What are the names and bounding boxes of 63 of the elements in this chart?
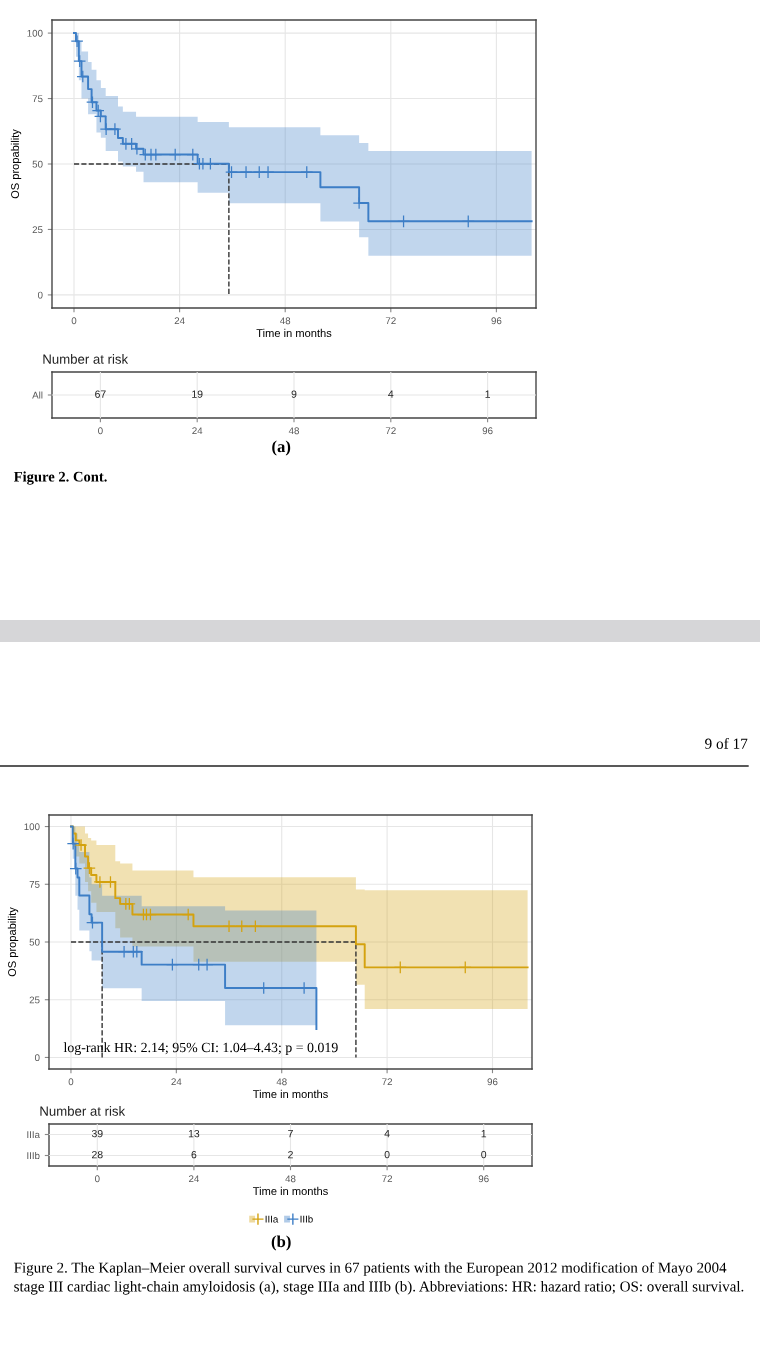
data-label: 67 — [95, 390, 106, 398]
x-tick-label: 96 — [482, 427, 493, 435]
data-label: 19 — [192, 390, 203, 398]
y-tick-label: IIIa — [27, 1131, 40, 1139]
caption: Figure 2. Cont. — [13, 471, 107, 485]
x-tick-label: 48 — [276, 1078, 287, 1086]
x-tick-label: 48 — [285, 1175, 296, 1183]
data-label: 28 — [92, 1150, 103, 1159]
annotation: log-rank HR: 2.14; 95% CI: 1.04–4.43; p = 0.019 — [63, 1042, 338, 1055]
y-tick-label: 75 — [32, 95, 43, 103]
data-label: 7 — [288, 1130, 293, 1138]
legend-label: IIIb — [300, 1215, 313, 1223]
x-tick-label: 0 — [94, 1175, 100, 1183]
y-tick-label: 75 — [29, 881, 40, 888]
data-label: 6 — [191, 1150, 197, 1159]
x-tick-label: 48 — [280, 317, 291, 325]
data-label: 2 — [288, 1150, 293, 1159]
y-tick-label: 0 — [34, 1054, 40, 1062]
x-tick-label: 24 — [174, 317, 185, 325]
x-tick-label: 72 — [382, 1175, 393, 1183]
x-tick-label: 72 — [382, 1078, 393, 1086]
y-tick-label: All — [32, 391, 43, 399]
y-tick-label: IIIb — [27, 1151, 40, 1160]
legend-label: IIIa — [265, 1215, 279, 1223]
y-tick-label: 0 — [37, 291, 43, 299]
x-axis-title: Time in months — [252, 1186, 328, 1196]
data-label: 1 — [485, 390, 490, 398]
data-label: 39 — [91, 1129, 103, 1138]
x-tick-label: 48 — [288, 427, 299, 435]
y-tick-label: 100 — [27, 29, 43, 37]
x-tick-label: 0 — [71, 317, 77, 325]
x-tick-label: 72 — [385, 317, 396, 325]
caption: Figure 2. The Kaplan–Meier overall survival curves in 67 patients with the European 2012 modification of Mayo 2004 stage III cardiac light-chain amyloidosis (a), stage IIIa and IIIb (b). Abbreviations: HR: hazard ratio; OS: overall survival. — [14, 1262, 744, 1295]
data-label: 9 — [291, 390, 297, 398]
y-axis-title: OS propability — [10, 129, 22, 199]
data-label: 4 — [388, 390, 394, 398]
chart-title: Number at risk — [40, 1106, 126, 1116]
data-label: 0 — [481, 1150, 487, 1159]
y-tick-label: 100 — [24, 823, 40, 831]
y-tick-label: 25 — [29, 996, 40, 1004]
y-axis-title: OS propability — [7, 907, 19, 977]
data-label: 4 — [384, 1130, 390, 1138]
x-tick-label: 24 — [192, 427, 203, 435]
text: 9 of 17 — [705, 737, 748, 749]
chart-title: Number at risk — [43, 354, 129, 364]
y-tick-label: 50 — [32, 160, 43, 168]
text: (b) — [271, 1235, 291, 1251]
y-tick-label: 25 — [32, 226, 43, 234]
data-label: 13 — [188, 1129, 200, 1138]
x-tick-label: 72 — [385, 427, 396, 435]
x-tick-label: 96 — [487, 1078, 498, 1086]
x-tick-label: 0 — [68, 1078, 74, 1086]
text: (a) — [272, 440, 291, 456]
data-label: 1 — [481, 1130, 487, 1138]
x-axis-title: Time in months — [252, 1089, 328, 1099]
x-tick-label: 96 — [478, 1175, 489, 1183]
x-tick-label: 0 — [98, 427, 103, 435]
data-label: 0 — [384, 1150, 390, 1159]
x-tick-label: 96 — [491, 317, 502, 325]
x-tick-label: 24 — [188, 1175, 200, 1183]
x-axis-title: Time in months — [256, 328, 332, 338]
y-tick-label: 50 — [29, 938, 40, 946]
x-tick-label: 24 — [171, 1078, 182, 1086]
